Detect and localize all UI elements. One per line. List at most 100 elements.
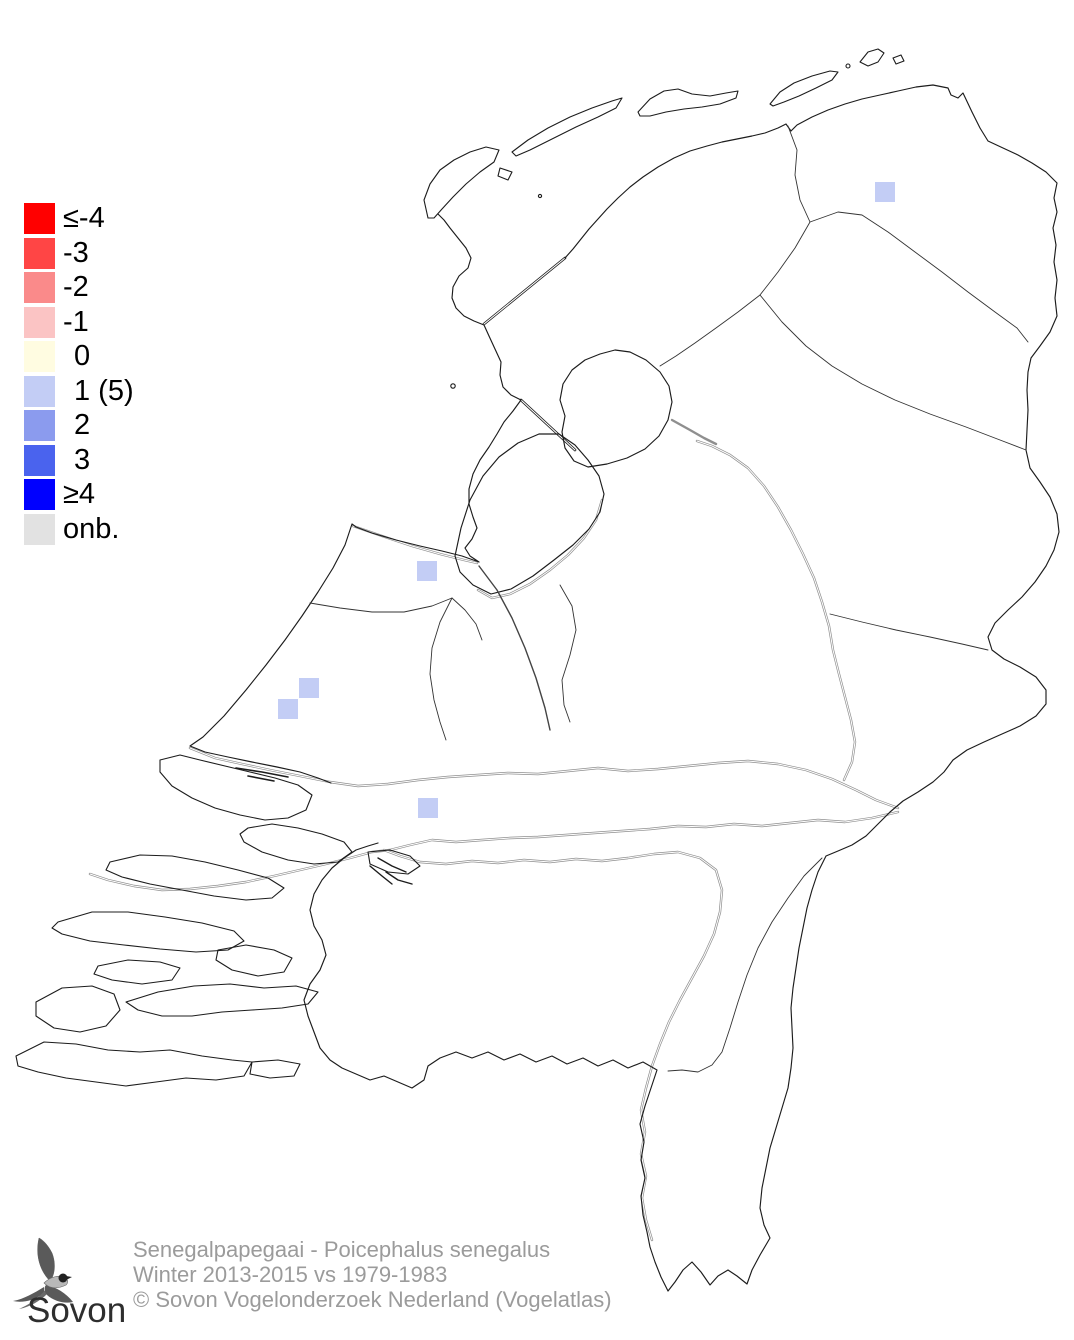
afsluitdijk-inner <box>483 257 566 325</box>
tholen <box>215 944 293 977</box>
grid-cell-marker <box>417 561 437 581</box>
border-friesland-groningen <box>787 125 811 223</box>
swallow-tail-streamer <box>19 1290 47 1309</box>
swallow-lower-wing <box>44 1285 73 1303</box>
coast-north-east-south <box>303 84 1060 1292</box>
river-maas-inner <box>383 849 723 1241</box>
randmeren <box>476 498 604 600</box>
houtribdijk-inner <box>520 399 576 451</box>
border-groningen-drenthe <box>809 211 1029 343</box>
legend-swatch <box>24 306 55 338</box>
legend-row: -3 <box>24 236 134 269</box>
island-texel-islet <box>497 167 513 181</box>
island-rottum <box>892 54 905 65</box>
border-friesland-drenthe <box>759 221 811 296</box>
engelsmanplaat-dot <box>845 63 851 69</box>
legend: ≤-4 -3 -2 -1 0 1 (5) 2 3 <box>24 203 134 548</box>
hoeksche-waard <box>239 823 353 865</box>
river-ijssel <box>695 439 857 782</box>
river-waal-inner <box>89 811 899 891</box>
zeeuws-vlaanderen <box>15 1041 253 1087</box>
legend-swatch <box>24 513 55 545</box>
legend-swatch <box>24 237 55 269</box>
sovon-logo: Sovon <box>13 1237 126 1330</box>
zeeuws-vlaanderen-east <box>249 1059 301 1079</box>
swallow-icon <box>13 1237 73 1309</box>
border-overijssel-gelderland <box>829 613 989 651</box>
island-texel <box>423 146 500 219</box>
eiland-van-dordrecht <box>367 849 421 875</box>
legend-row: 0 <box>24 341 134 372</box>
legend-swatch <box>24 410 55 441</box>
river-lek-inner <box>189 747 899 809</box>
zeeland-layer <box>15 754 421 1087</box>
grid-cell-marker <box>418 798 438 818</box>
voorne-putten <box>159 754 313 821</box>
coast-holland <box>189 213 522 784</box>
legend-label: 1 (5) <box>74 374 134 407</box>
dikes-inner-white <box>483 257 576 451</box>
coastline-layer <box>189 84 1060 1292</box>
legend-label: 3 <box>74 443 91 476</box>
river-ijssel-inner <box>696 440 856 781</box>
species-caption: Senegalpapegaai - Poicephalus senegalus <box>133 1237 551 1262</box>
swallow-tail <box>13 1287 44 1302</box>
period-caption: Winter 2013-2015 vs 1979-1983 <box>133 1262 448 1287</box>
randmeren-inner <box>477 499 603 599</box>
legend-swatch <box>24 444 55 476</box>
ketelmeer-shore <box>670 418 718 446</box>
marken-island <box>450 383 456 389</box>
island-ameland <box>769 70 839 107</box>
legend-label: -3 <box>63 236 89 269</box>
legend-row: 2 <box>24 410 134 441</box>
border-utrecht-gelderland <box>559 584 577 723</box>
swallow-beak <box>66 1276 72 1280</box>
legend-row: onb. <box>24 512 134 545</box>
swallow-upper-wing <box>37 1237 55 1282</box>
legend-swatch <box>24 479 55 510</box>
legend-row: -1 <box>24 305 134 338</box>
province-borders-layer <box>309 125 1029 1073</box>
amsterdam-rijnkanaal <box>478 565 551 731</box>
border-noordholland-zuidholland <box>309 597 453 613</box>
legend-row: 1 (5) <box>24 374 134 407</box>
rotterdam-docks-detail <box>235 767 289 782</box>
border-noordholland-utrecht <box>451 597 483 641</box>
river-maas <box>382 848 724 1242</box>
legend-label: -1 <box>63 305 89 338</box>
flevopolder <box>454 433 605 595</box>
noordoostpolder <box>559 349 673 468</box>
swallow-head <box>58 1273 68 1283</box>
river-waal-merwede <box>88 810 900 892</box>
goeree-overflakkee <box>105 854 285 901</box>
river-lek-rhine <box>188 746 900 810</box>
rivers-layer <box>88 418 900 1242</box>
walcheren <box>35 985 121 1033</box>
legend-swatch <box>24 272 55 303</box>
island-vlieland <box>511 97 623 157</box>
legend-label: ≥4 <box>63 478 96 510</box>
zuid-beveland <box>125 983 319 1017</box>
schouwen-duiveland <box>51 911 245 953</box>
legend-swatch <box>24 341 55 372</box>
legend-label: 0 <box>74 340 91 372</box>
island-terschelling <box>637 88 739 117</box>
legend-row: ≥4 <box>24 479 134 510</box>
border-drenthe-overijssel <box>759 294 1027 451</box>
copyright-caption: © Sovon Vogelonderzoek Nederland (Vogela… <box>133 1287 612 1312</box>
legend-label: ≤-4 <box>63 202 105 234</box>
grid-cell-marker <box>278 699 298 719</box>
border-brabant-limburg <box>667 857 823 1073</box>
legend-row: ≤-4 <box>24 203 134 234</box>
legend-label: onb. <box>63 512 120 545</box>
border-friesland-overijssel <box>659 294 761 367</box>
legend-row: 3 <box>24 443 134 476</box>
biesbosch-detail <box>369 857 413 885</box>
legend-label: 2 <box>74 409 91 441</box>
texel-dot <box>537 193 543 199</box>
legend-swatch <box>24 203 55 234</box>
sovon-wordmark: Sovon <box>27 1291 126 1330</box>
legend-swatch <box>24 375 55 407</box>
grid-cell-marker <box>299 678 319 698</box>
